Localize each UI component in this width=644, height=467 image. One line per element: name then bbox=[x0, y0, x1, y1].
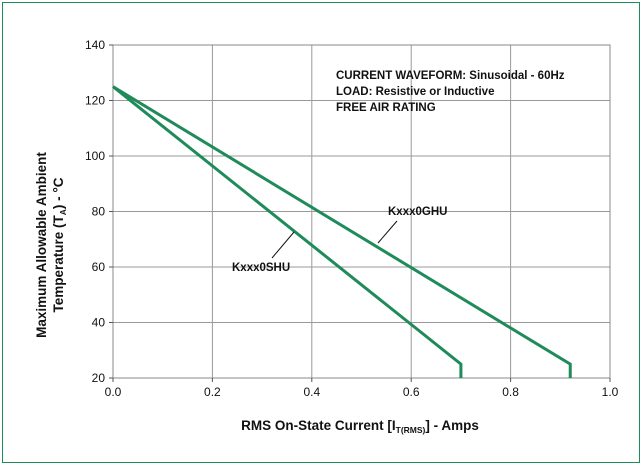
annotation-line-2: LOAD: Resistive or Inductive bbox=[336, 86, 494, 98]
y-tick-label-0: 20 bbox=[92, 371, 106, 385]
y-axis-ticks: 20 40 60 80 100 120 140 bbox=[85, 38, 113, 385]
x-tick-label-4: 0.8 bbox=[502, 385, 519, 399]
y-axis-title-subscript: A bbox=[58, 209, 68, 215]
series-leader-sh bbox=[271, 231, 295, 259]
annotation-line-1: CURRENT WAVEFORM: Sinusoidal - 60Hz bbox=[336, 70, 565, 82]
y-axis-title-line-2: Temperature (TA) - °C bbox=[51, 177, 68, 312]
y-tick-label-6: 140 bbox=[85, 38, 105, 52]
series-label-sh: Kxxx0SHU bbox=[232, 262, 290, 274]
x-axis-title-subscript: T(RMS) bbox=[396, 425, 426, 435]
x-tick-label-5: 1.0 bbox=[602, 385, 619, 399]
x-axis-ticks: 0.0 0.2 0.4 0.6 0.8 1.0 bbox=[105, 378, 619, 399]
y-tick-label-2: 60 bbox=[92, 260, 106, 274]
annotation-line-3: FREE AIR RATING bbox=[336, 102, 436, 114]
x-axis-title: RMS On-State Current [IT(RMS)] - Amps bbox=[241, 418, 479, 435]
series-line-0 bbox=[112, 85, 572, 378]
series-line-1 bbox=[112, 85, 463, 378]
y-tick-label-1: 40 bbox=[92, 316, 106, 330]
y-tick-label-5: 120 bbox=[85, 94, 105, 108]
x-tick-label-1: 0.2 bbox=[204, 385, 221, 399]
y-axis-title-line-1: Maximum Allowable Ambient bbox=[34, 152, 49, 338]
y-tick-label-3: 80 bbox=[92, 205, 106, 219]
series-group bbox=[112, 85, 572, 378]
series-label-gh: Kxxx0GHU bbox=[388, 206, 447, 218]
x-tick-label-0: 0.0 bbox=[105, 385, 122, 399]
x-tick-label-2: 0.4 bbox=[303, 385, 320, 399]
y-tick-label-4: 100 bbox=[85, 149, 105, 163]
series-leader-gh bbox=[377, 220, 398, 244]
x-tick-label-3: 0.6 bbox=[403, 385, 420, 399]
chart-frame bbox=[2, 2, 640, 463]
